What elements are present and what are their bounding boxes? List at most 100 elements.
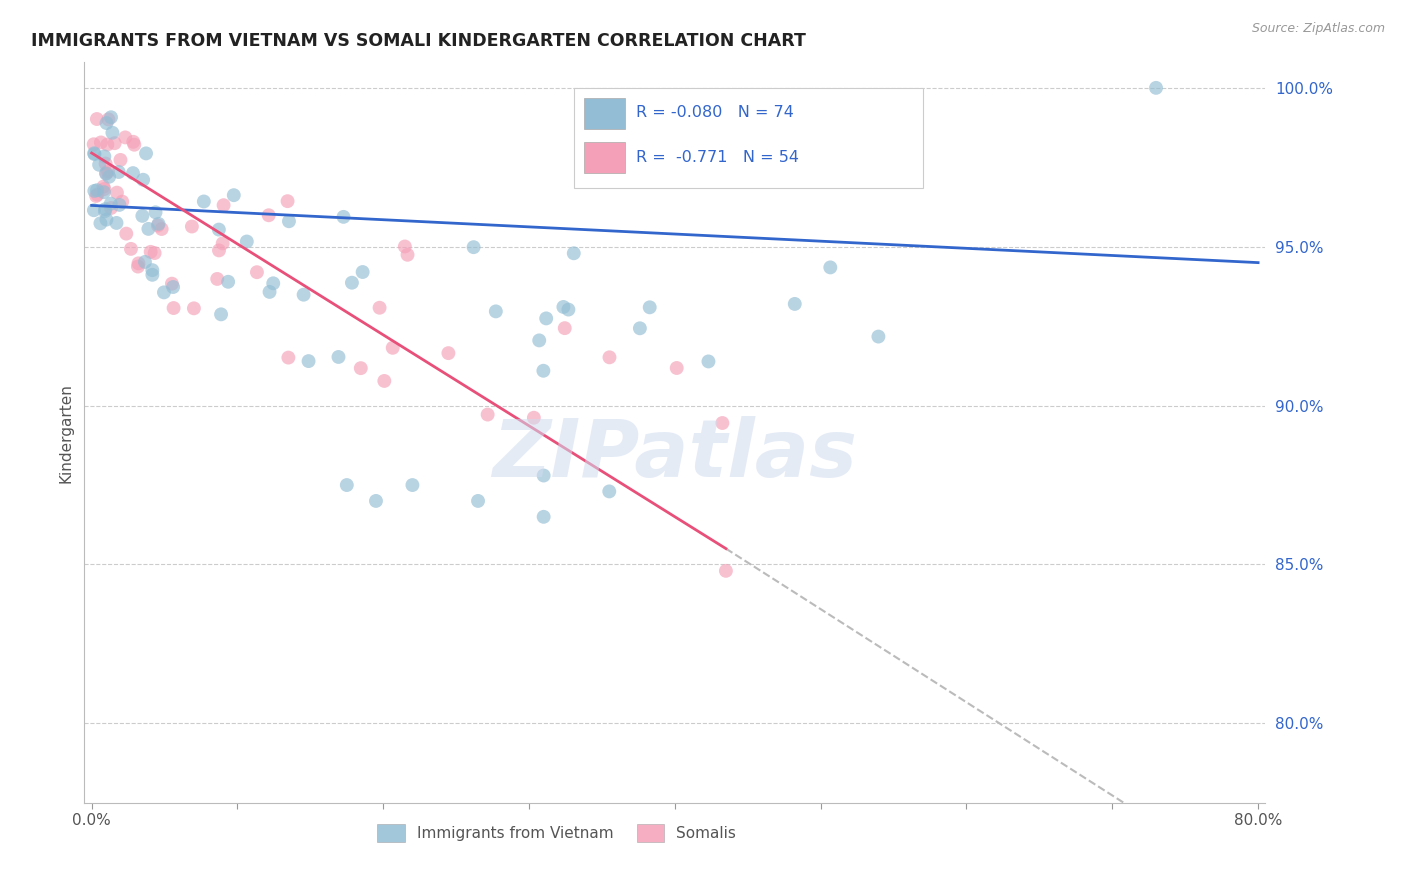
Point — [211, 236, 233, 251]
Point — [160, 277, 183, 291]
Point — [467, 494, 489, 508]
Point — [208, 222, 231, 236]
Point — [533, 468, 555, 483]
FancyBboxPatch shape — [583, 98, 626, 129]
Point — [598, 351, 620, 365]
Point — [246, 265, 269, 279]
Point — [139, 244, 162, 259]
Point — [394, 239, 416, 253]
Point — [114, 130, 136, 145]
Point — [141, 263, 163, 277]
Point — [562, 246, 585, 260]
Point — [332, 210, 354, 224]
Point — [209, 307, 232, 321]
Point — [148, 217, 170, 231]
Point — [89, 158, 111, 172]
Y-axis label: Kindergarten: Kindergarten — [58, 383, 73, 483]
Point — [93, 182, 115, 196]
Point — [868, 329, 890, 343]
Point — [638, 301, 661, 315]
Point — [180, 219, 202, 234]
Point — [100, 110, 122, 124]
Point — [340, 276, 363, 290]
Point — [97, 164, 120, 178]
Point — [277, 194, 299, 209]
Point — [381, 341, 404, 355]
Point — [297, 354, 319, 368]
Legend: Immigrants from Vietnam, Somalis: Immigrants from Vietnam, Somalis — [371, 818, 742, 848]
FancyBboxPatch shape — [575, 88, 922, 188]
Point — [212, 198, 235, 212]
Point — [96, 137, 118, 152]
Point — [328, 350, 350, 364]
Point — [437, 346, 460, 360]
Point — [105, 216, 128, 230]
Point — [336, 478, 359, 492]
Point — [208, 244, 231, 258]
Point — [96, 116, 118, 130]
Point — [350, 361, 373, 376]
Point — [259, 285, 281, 299]
Point — [534, 311, 557, 326]
Point — [783, 297, 806, 311]
Point — [83, 137, 105, 152]
Point — [83, 147, 105, 161]
Point — [110, 153, 132, 167]
Point — [94, 204, 117, 219]
Point — [145, 205, 167, 219]
Point — [141, 268, 163, 282]
Point — [101, 126, 124, 140]
Point — [711, 416, 734, 430]
Point — [115, 227, 138, 241]
Point — [132, 173, 155, 187]
Point — [122, 166, 145, 180]
Point — [94, 167, 117, 181]
Point — [665, 361, 688, 376]
Point — [150, 222, 173, 236]
Text: R = -0.080   N = 74: R = -0.080 N = 74 — [636, 105, 794, 120]
Point — [86, 112, 108, 126]
Point — [396, 248, 419, 262]
Point — [93, 185, 115, 199]
Text: R =  -0.771   N = 54: R = -0.771 N = 54 — [636, 150, 799, 165]
Text: ZIPatlas: ZIPatlas — [492, 416, 858, 494]
Point — [83, 203, 105, 218]
Point — [554, 321, 576, 335]
Point — [523, 410, 546, 425]
Point — [236, 235, 259, 249]
Point — [628, 321, 651, 335]
Point — [100, 196, 122, 211]
Point — [135, 146, 157, 161]
Point — [98, 169, 121, 184]
Point — [86, 187, 108, 202]
Point — [529, 334, 551, 348]
Point — [120, 242, 142, 256]
Point — [93, 179, 115, 194]
Point — [292, 287, 315, 301]
Point — [105, 186, 128, 200]
Point — [162, 301, 184, 315]
Point — [463, 240, 485, 254]
Point — [138, 222, 160, 236]
Text: IMMIGRANTS FROM VIETNAM VS SOMALI KINDERGARTEN CORRELATION CHART: IMMIGRANTS FROM VIETNAM VS SOMALI KINDER… — [31, 32, 806, 50]
Point — [277, 351, 299, 365]
Point — [262, 277, 284, 291]
Point — [598, 484, 620, 499]
Point — [153, 285, 176, 300]
Point — [217, 275, 239, 289]
Point — [222, 188, 245, 202]
Point — [714, 564, 737, 578]
Point — [89, 216, 111, 230]
Point — [94, 202, 117, 216]
Point — [143, 246, 166, 260]
Point — [162, 280, 184, 294]
Point — [697, 354, 720, 368]
Point — [533, 509, 555, 524]
Text: Source: ZipAtlas.com: Source: ZipAtlas.com — [1251, 22, 1385, 36]
Point — [401, 478, 423, 492]
Point — [364, 494, 387, 508]
Point — [97, 112, 120, 127]
Point — [257, 208, 280, 222]
Point — [107, 165, 129, 179]
Point — [108, 198, 131, 212]
